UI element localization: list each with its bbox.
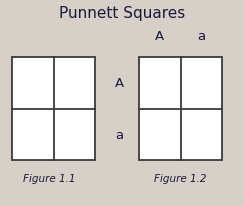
Text: Figure 1.2: Figure 1.2 <box>154 173 207 183</box>
Text: Figure 1.1: Figure 1.1 <box>22 173 75 183</box>
Text: Punnett Squares: Punnett Squares <box>59 6 185 21</box>
Text: a: a <box>197 30 205 43</box>
Text: A: A <box>155 30 164 43</box>
Bar <box>12 58 95 161</box>
Text: A: A <box>115 77 124 90</box>
Text: a: a <box>115 129 124 141</box>
Bar <box>139 58 222 161</box>
